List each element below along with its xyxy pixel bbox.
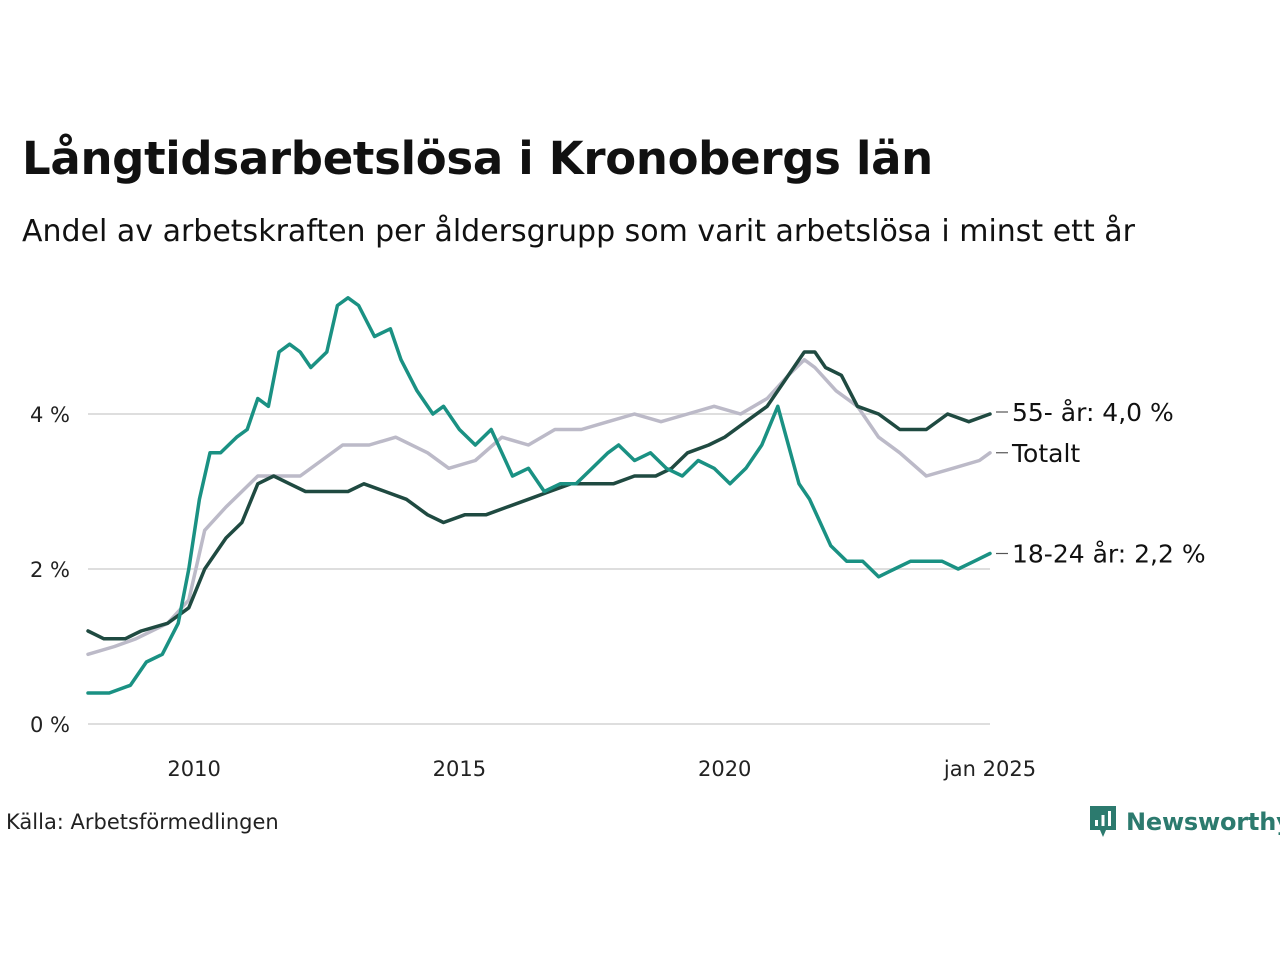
x-tick-label-1: 2015: [433, 757, 486, 781]
line-chart: 0 % 2 % 4 % 2010 2015 2020 jan 2025 Totalt 55- …: [30, 296, 1206, 781]
series-line-s1824: [86, 296, 992, 695]
series-line-total: [86, 357, 992, 657]
series-line-s55: [86, 350, 992, 641]
source-note: Källa: Arbetsförmedlingen: [6, 810, 279, 834]
y-tick-label-2: 4 %: [30, 403, 70, 427]
series-label-total: Totalt: [1011, 439, 1080, 468]
chart-title: Långtidsarbetslösa i Kronobergs län: [22, 132, 933, 185]
series-lines: [86, 296, 992, 695]
series-label-s1824: 18-24 år: 2,2 %: [1012, 540, 1206, 569]
newsworthy-logo-icon: [1090, 806, 1116, 837]
series-label-s55: 55- år: 4,0 %: [1012, 398, 1174, 427]
x-tick-label-3: jan 2025: [943, 757, 1036, 781]
axis-labels: 0 % 2 % 4 % 2010 2015 2020 jan 2025: [30, 403, 1036, 781]
x-tick-label-0: 2010: [167, 757, 220, 781]
grid-lines: [88, 413, 990, 725]
brand-name: Newsworthy: [1126, 808, 1280, 836]
series-labels: Totalt 55- år: 4,0 % 18-24 år: 2,2 %: [996, 398, 1206, 569]
chart-subtitle: Andel av arbetskraften per åldersgrupp s…: [22, 214, 1135, 249]
x-tick-label-2: 2020: [698, 757, 751, 781]
brand-logo: Newsworthy: [1088, 804, 1280, 840]
y-tick-label-0: 0 %: [30, 713, 70, 737]
y-tick-label-1: 2 %: [30, 558, 70, 582]
